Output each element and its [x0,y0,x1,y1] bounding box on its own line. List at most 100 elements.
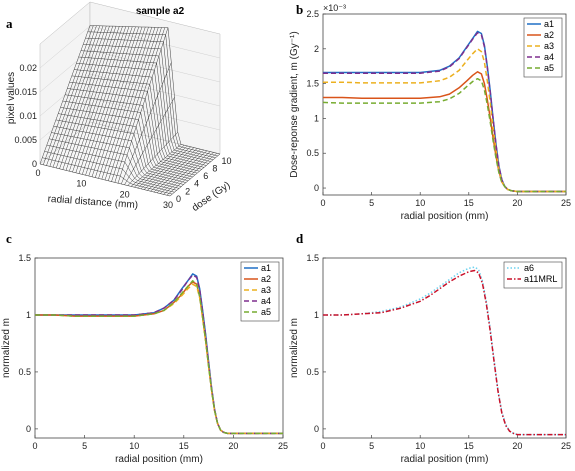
panel-a: sample a20102030024681000.0050.010.0150.… [6,1,232,214]
z-gridline [39,49,221,93]
x-tick-label: 5 [369,198,374,208]
y-tick-label: 0 [314,424,319,434]
y-tick-label: 0 [314,183,319,193]
x-axis-label: radial position (mm) [401,211,489,222]
y-tick-label: 0.5 [306,367,319,377]
surface-mesh-line [62,26,114,170]
legend-entry-a3: a3 [544,41,554,51]
x-axis-label: radial position (mm) [401,454,489,465]
y-axis-label: normalized m [1,318,12,378]
surface-mesh-line [150,149,201,192]
y-tick-label: 1.5 [306,253,319,263]
surface-mesh-line [160,151,211,194]
surface-mesh-line [82,26,133,175]
surface-mesh-line [101,27,153,180]
surface-mesh-line [52,25,104,168]
x-tick-label: 15 [179,441,189,451]
surface-mesh-line [59,26,110,169]
surface-mesh-line [156,150,208,193]
y-tick-label: 2 [185,186,190,196]
series-line-a4 [35,274,283,435]
chart-title: sample a2 [136,6,185,17]
x-tick-label: 25 [561,198,571,208]
surface-mesh-line [85,26,136,176]
x-tick-label: 0 [320,441,325,451]
surface-mesh-line [98,27,149,179]
x-tick-label: 10 [76,179,86,189]
panel-label-d: d [296,231,304,246]
panel-label-c: c [6,231,12,246]
x-tick-label: 20 [120,189,130,199]
legend-entry-a4: a4 [544,52,554,62]
y-tick-label: 2 [314,44,319,54]
legend-entry-a3: a3 [261,285,271,295]
series-line-a5 [35,280,283,435]
x-tick-label: 5 [369,441,374,451]
surface-mesh-line [108,27,159,181]
z-axis-label: pixel values [6,72,17,124]
legend-box [240,261,280,322]
y-tick-label: 1.5 [306,79,319,89]
surface-mesh-line [43,25,94,165]
panel-d: 0 5 10 15 20 25 0 0.5 1 1.5 radial position (mm) no… [289,253,571,465]
x-tick-label: 10 [129,441,139,451]
y-tick-label: 6 [203,171,208,181]
series-line-a5 [322,77,566,193]
z-gridline [39,73,221,117]
legend-box [523,17,563,78]
legend-entry-a5: a5 [544,63,554,73]
legend-box [503,261,563,289]
y-tick-label: 0.5 [18,367,31,377]
y-tick-label: 10 [221,156,231,166]
y-tick-label: 1 [314,310,319,320]
surface-mesh-line [114,27,166,183]
surface-mesh-line [166,153,217,196]
y-tick-label: 1.5 [18,253,31,263]
y-tick-label: 2.5 [306,9,319,19]
x-tick-label: 20 [512,441,522,451]
y-tick-label: 0 [26,424,31,434]
legend-entry-a5: a5 [261,307,271,317]
surface-mesh-line [91,26,143,177]
surface-mesh-line [127,132,178,186]
surface-mesh-line [163,152,214,195]
y-tick-label: 0.5 [306,148,319,158]
panel-label-a: a [6,16,13,31]
surface-mesh-line [49,25,101,167]
x-tick-label: 20 [228,441,238,451]
surface-mesh-line [46,25,97,166]
series-line-a3 [323,48,566,193]
x-tick-label: 25 [561,441,571,451]
x-axis-label: radial position (mm) [115,454,203,465]
surface-mesh-line [130,144,182,187]
x-tick-label: 25 [278,441,288,451]
surface-mesh-line [95,26,146,178]
y-axis-label: normalized m [289,318,300,378]
y-axis-label: Dose-reponse gradient, m (Gy⁻¹) [289,31,300,177]
surface-mesh-line [39,25,91,165]
x-tick-label: 30 [163,200,173,210]
surface-mesh-line [153,149,204,193]
x-tick-label: 10 [415,198,425,208]
z-tick-label: 0.01 [19,111,37,121]
surface-mesh-line [56,25,107,169]
surface-mesh-line [78,26,130,174]
surface-mesh-line [104,27,156,181]
legend-entry-a6: a6 [524,263,534,273]
x-tick-label: 0 [32,441,37,451]
surface-mesh-line [143,147,195,190]
surface-mesh-line [147,148,198,191]
x-tick-label: 5 [82,441,87,451]
y-tick-label: 4 [194,179,199,189]
surface-mesh-line [65,26,117,171]
x-tick-label: 0 [35,168,40,178]
x-tick-label: 15 [464,441,474,451]
surface-mesh-line [137,145,188,189]
surface-mesh-line [121,62,172,185]
surface-mesh-line [117,27,169,184]
surface-mesh-line [111,27,162,182]
x-tick-label: 15 [464,198,474,208]
